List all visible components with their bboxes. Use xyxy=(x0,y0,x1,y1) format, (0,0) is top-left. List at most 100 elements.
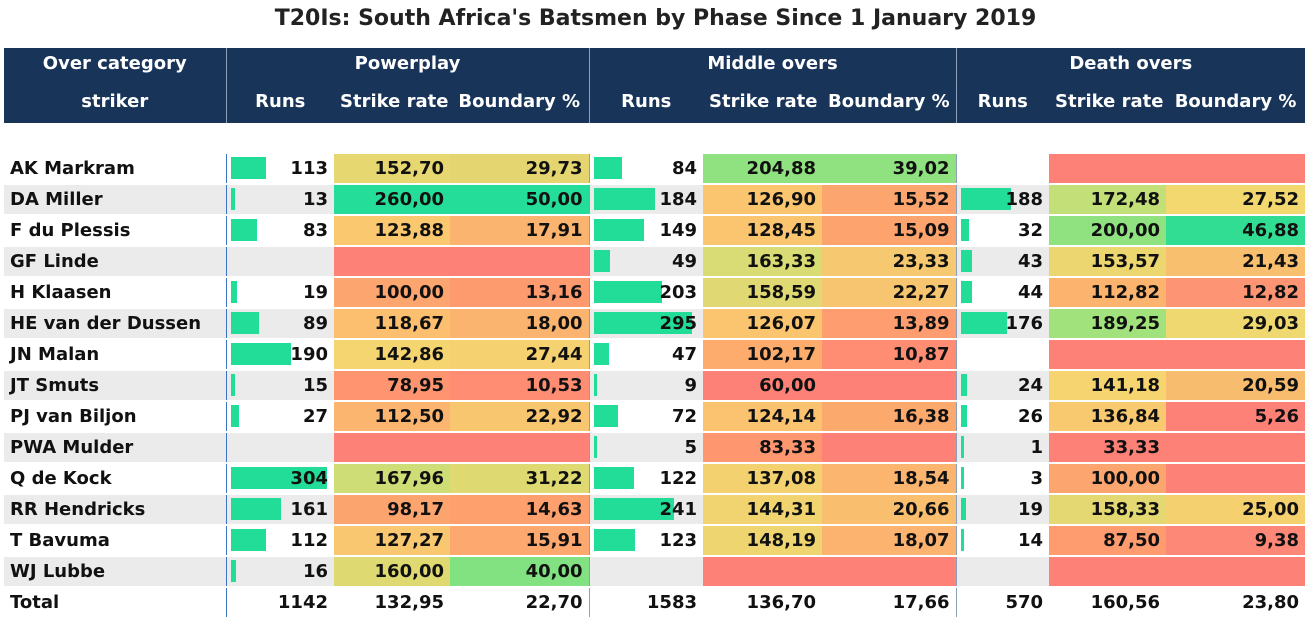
do-runs-bar xyxy=(960,374,967,396)
mo-boundary-cell: 20,66 xyxy=(822,494,957,526)
mo-runs-cell: 72 xyxy=(588,401,704,433)
do-runs-value: 14 xyxy=(1017,530,1044,551)
pp-strike-rate-cell: 100,00 xyxy=(334,277,450,309)
do-strike-rate-cell xyxy=(1049,339,1167,371)
do-boundary-cell: 29,03 xyxy=(1166,308,1306,340)
do-runs-value: 176 xyxy=(1005,313,1044,334)
pp-runs-bar xyxy=(230,157,267,179)
pp-runs-value: 83 xyxy=(302,220,328,241)
mo-runs-bar xyxy=(593,312,693,334)
table-row: DA Miller 13 260,00 50,00 184 126,90 15,52 188 1… xyxy=(4,184,1306,216)
mo-runs-value: 184 xyxy=(659,189,698,210)
pp-boundary-cell: 10,53 xyxy=(450,370,590,402)
mo-runs-cell: 47 xyxy=(588,339,704,371)
striker-name: Q de Kock xyxy=(4,463,226,495)
pp-strike-rate-cell: 78,95 xyxy=(334,370,450,402)
pp-runs-bar xyxy=(230,405,240,427)
mo-boundary-cell: 23,33 xyxy=(822,246,957,278)
do-strike-rate-cell xyxy=(1049,153,1167,185)
mo-runs-value: 122 xyxy=(659,468,698,489)
do-boundary-cell xyxy=(1166,153,1306,185)
pp-strike-rate-cell: 112,50 xyxy=(334,401,450,433)
pp-boundary-cell: 50,00 xyxy=(450,184,590,216)
table-row: F du Plessis 83 123,88 17,91 149 128,45 15,09 3… xyxy=(4,215,1306,247)
table-row: JN Malan 190 142,86 27,44 47 102,17 10,87 xyxy=(4,339,1306,371)
pp-runs-bar xyxy=(230,498,282,520)
do-strike-rate-cell: 153,57 xyxy=(1049,246,1167,278)
pp-strike-rate-cell: 98,17 xyxy=(334,494,450,526)
table-row: AK Markram 113 152,70 29,73 84 204,88 39,02 xyxy=(4,153,1306,185)
do-runs-cell: 43 xyxy=(955,246,1050,278)
mo-runs-cell: 122 xyxy=(588,463,704,495)
pp-runs-cell: 190 xyxy=(225,339,334,371)
mo-strike-rate-cell: 144,31 xyxy=(703,494,823,526)
table-row: GF Linde 49 163,33 23,33 43 153,57 21,43 xyxy=(4,246,1306,278)
do-boundary-cell: 5,26 xyxy=(1166,401,1306,433)
total-mo-runs: 1583 xyxy=(588,587,704,619)
do-runs-value: 188 xyxy=(1005,189,1044,210)
mo-runs-bar xyxy=(593,467,635,489)
mo-boundary-cell: 18,07 xyxy=(822,525,957,557)
do-boundary-cell: 21,43 xyxy=(1166,246,1306,278)
mo-strike-rate-cell: 163,33 xyxy=(703,246,823,278)
pp-runs-bar xyxy=(230,188,235,210)
total-do-strike-rate: 160,56 xyxy=(1049,587,1167,619)
table-row: T Bavuma 112 127,27 15,91 123 148,19 18,07 14 87… xyxy=(4,525,1306,557)
pp-runs-value: 304 xyxy=(290,468,328,489)
header-do-runs: Runs xyxy=(955,79,1050,123)
do-strike-rate-cell: 136,84 xyxy=(1049,401,1167,433)
striker-name: DA Miller xyxy=(4,184,226,216)
pp-boundary-cell: 14,63 xyxy=(450,494,590,526)
pp-runs-value: 113 xyxy=(290,158,328,179)
do-runs-cell xyxy=(955,556,1050,588)
mo-boundary-cell xyxy=(822,556,957,588)
mo-runs-value: 49 xyxy=(671,251,698,272)
pp-boundary-cell: 22,92 xyxy=(450,401,590,433)
striker-name: JT Smuts xyxy=(4,370,226,402)
header-do-boundary: Boundary % xyxy=(1166,79,1306,123)
do-runs-value: 3 xyxy=(1030,468,1044,489)
mo-runs-value: 123 xyxy=(659,530,698,551)
mo-boundary-cell: 15,52 xyxy=(822,184,957,216)
mo-runs-value: 241 xyxy=(659,499,698,520)
do-runs-bar xyxy=(960,312,1008,334)
do-runs-cell: 176 xyxy=(955,308,1050,340)
do-boundary-cell: 27,52 xyxy=(1166,184,1306,216)
mo-runs-value: 84 xyxy=(671,158,698,179)
mo-runs-cell: 149 xyxy=(588,215,704,247)
header-do-strike-rate: Strike rate xyxy=(1049,79,1167,123)
pp-strike-rate-cell: 260,00 xyxy=(334,184,450,216)
pp-runs-cell: 19 xyxy=(225,277,334,309)
pp-runs-bar xyxy=(230,529,266,551)
do-boundary-cell: 12,82 xyxy=(1166,277,1306,309)
header-group-death-overs: Death overs xyxy=(955,48,1306,79)
header-over-category: Over category xyxy=(4,48,226,79)
do-runs-cell xyxy=(955,339,1050,371)
mo-runs-cell: 5 xyxy=(588,432,704,464)
phase-table: Over category Powerplay Middle overs Dea… xyxy=(4,48,1306,619)
pp-runs-bar xyxy=(230,312,259,334)
mo-runs-bar xyxy=(593,374,597,396)
table-row: HE van der Dussen 89 118,67 18,00 295 126,07 1… xyxy=(4,308,1306,340)
pp-boundary-cell: 29,73 xyxy=(450,153,590,185)
mo-runs-value: 9 xyxy=(684,375,698,396)
total-row: Total 1142 132,95 22,70 1583 136,70 17,66 570 16… xyxy=(4,587,1306,619)
table-row: PJ van Biljon 27 112,50 22,92 72 124,14 16,38 2… xyxy=(4,401,1306,433)
pp-runs-cell: 16 xyxy=(225,556,334,588)
pp-runs-cell: 83 xyxy=(225,215,334,247)
striker-name: HE van der Dussen xyxy=(4,308,226,340)
do-runs-bar xyxy=(960,529,965,551)
do-runs-cell xyxy=(955,153,1050,185)
mo-runs-value: 149 xyxy=(659,220,698,241)
pp-strike-rate-cell: 160,00 xyxy=(334,556,450,588)
total-mo-boundary: 17,66 xyxy=(822,587,957,619)
pp-runs-bar xyxy=(230,219,257,241)
do-runs-bar xyxy=(960,405,968,427)
pp-runs-cell: 27 xyxy=(225,401,334,433)
pp-runs-value: 16 xyxy=(302,561,328,582)
pp-runs-value: 161 xyxy=(290,499,328,520)
striker-name: RR Hendricks xyxy=(4,494,226,526)
do-strike-rate-cell xyxy=(1049,556,1167,588)
striker-name: PJ van Biljon xyxy=(4,401,226,433)
pp-runs-cell: 113 xyxy=(225,153,334,185)
